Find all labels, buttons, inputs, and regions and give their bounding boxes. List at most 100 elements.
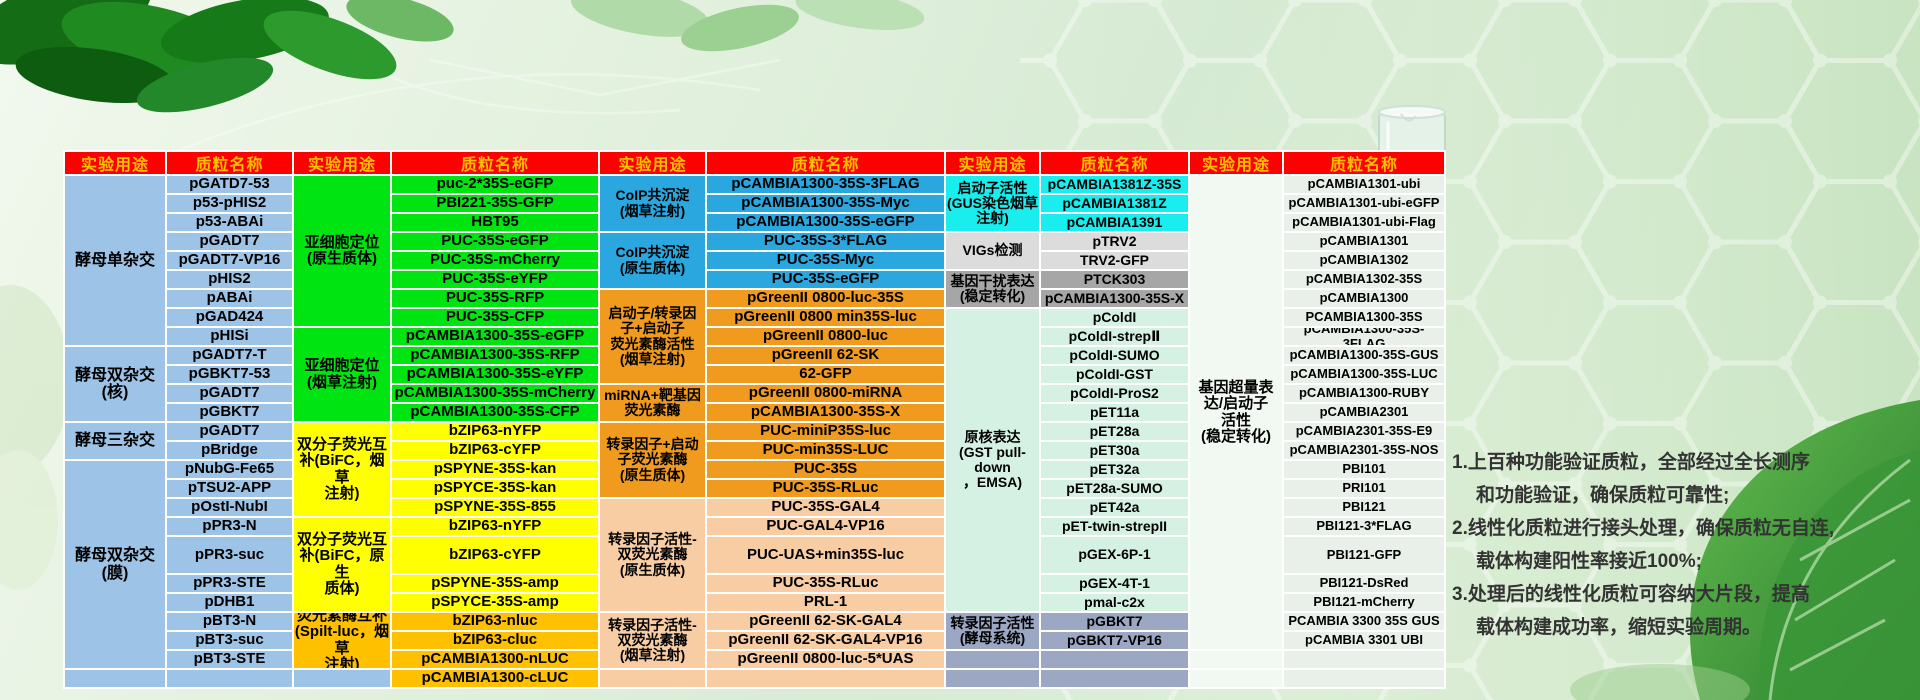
plasmid-5-empty-cell bbox=[1284, 670, 1444, 687]
plasmid-1-cell: pBridge bbox=[167, 442, 292, 459]
plasmid-3-cell: pGreenII 0800-luc-35S bbox=[707, 290, 944, 307]
header-usage-3: 实验用途 bbox=[600, 152, 705, 174]
plasmid-1-cell: pPR3-N bbox=[167, 518, 292, 535]
column-plasmid-4: 质粒名称 pCAMBIA1381Z-35S pCAMBIA1381Z pCAMBIA1… bbox=[1041, 152, 1188, 687]
header-usage-1: 实验用途 bbox=[65, 152, 165, 174]
plasmid-2-cell: bZIP63-nYFP bbox=[392, 423, 598, 440]
note-line: 载体构建成功率，缩短实验周期。 bbox=[1476, 617, 1762, 638]
plasmid-2-cell: bZIP63-cYFP bbox=[392, 537, 598, 573]
usage-3-cell: miRNA+靶基因 荧光素酶 bbox=[600, 385, 705, 421]
plasmid-5-cell: pCAMBIA1302-35S bbox=[1284, 271, 1444, 288]
plasmid-5-cell: PBI121-GFP bbox=[1284, 537, 1444, 573]
usage-5-empty-cell bbox=[1190, 670, 1282, 687]
plasmid-4-empty-cell bbox=[1041, 651, 1188, 668]
plasmid-1-cell: pDHB1 bbox=[167, 594, 292, 611]
plasmid-1-cell: pOstI-NubI bbox=[167, 499, 292, 516]
plasmid-5-cell: PBI121-mCherry bbox=[1284, 594, 1444, 611]
usage-3-cell: CoIP共沉淀 (原生质体) bbox=[600, 233, 705, 288]
header-usage-2: 实验用途 bbox=[294, 152, 390, 174]
usage-4-empty-cell bbox=[946, 670, 1039, 687]
usage-5-cell: 基因超量表 达/启动子 活性 (稳定转化) bbox=[1190, 176, 1282, 649]
leaf-decoration-bottom-right bbox=[1570, 400, 1920, 700]
plasmid-3-cell: pGreenII 62-SK bbox=[707, 347, 944, 364]
plasmid-1-cell: pGADT7-T bbox=[167, 347, 292, 364]
plasmid-2-cell: PUC-35S-eGFP bbox=[392, 233, 598, 250]
leaf-decoration-top-left bbox=[0, 0, 454, 113]
plasmid-2-cell: pCAMBIA1300-35S-RFP bbox=[392, 347, 598, 364]
plasmid-2-cell: pCAMBIA1300-35S-CFP bbox=[392, 404, 598, 421]
plasmid-4-cell: pColdI bbox=[1041, 309, 1188, 326]
plasmid-1-cell: pGADT7 bbox=[167, 385, 292, 402]
header-plasmid-4: 质粒名称 bbox=[1041, 152, 1188, 174]
plasmid-4-cell: TRV2-GFP bbox=[1041, 252, 1188, 269]
usage-2-cell: 亚细胞定位 (原生质体) bbox=[294, 176, 390, 326]
plasmid-2-cell: bZIP63-nluc bbox=[392, 613, 598, 630]
plasmid-4-cell: pET-twin-strepII bbox=[1041, 518, 1188, 535]
plasmid-4-cell: pColdI-strepⅡ bbox=[1041, 328, 1188, 345]
plasmid-5-cell: pCAMBIA2301-35S-NOS bbox=[1284, 442, 1444, 459]
plasmid-3-cell: 62-GFP bbox=[707, 366, 944, 383]
plasmid-4-cell: pGBKT7 bbox=[1041, 613, 1188, 630]
plasmid-1-cell: p53-pHIS2 bbox=[167, 195, 292, 212]
plasmid-3-cell: PUC-min35S-LUC bbox=[707, 442, 944, 459]
usage-2-cell: 双分子荧光互 补(BiFC，烟草 注射) bbox=[294, 423, 390, 516]
usage-1-empty-cell bbox=[65, 670, 165, 687]
plasmid-1-cell: pBT3-suc bbox=[167, 632, 292, 649]
plasmid-2-cell: PUC-35S-RFP bbox=[392, 290, 598, 307]
plasmid-4-cell: pET30a bbox=[1041, 442, 1188, 459]
column-usage-4: 实验用途 启动子活性 (GUS染色烟草 注射) VIGs检测 基因干扰表达 (稳定转化… bbox=[946, 152, 1039, 687]
plasmid-3-cell: PUC-GAL4-VP16 bbox=[707, 518, 944, 535]
plasmid-2-cell: HBT95 bbox=[392, 214, 598, 231]
plasmid-4-cell: pGBKT7-VP16 bbox=[1041, 632, 1188, 649]
plasmid-3-cell: PUC-miniP35S-luc bbox=[707, 423, 944, 440]
plasmid-4-cell: pCAMBIA1381Z-35S bbox=[1041, 176, 1188, 193]
plasmid-4-cell: pColdI-SUMO bbox=[1041, 347, 1188, 364]
column-usage-5: 实验用途 基因超量表 达/启动子 活性 (稳定转化) bbox=[1190, 152, 1282, 687]
usage-2-cell: 亚细胞定位 (烟草注射) bbox=[294, 328, 390, 421]
plasmid-3-cell: pGreenII 0800-luc bbox=[707, 328, 944, 345]
header-plasmid-1: 质粒名称 bbox=[167, 152, 292, 174]
plasmid-1-cell: pTSU2-APP bbox=[167, 480, 292, 497]
usage-5-empty-cell bbox=[1190, 651, 1282, 668]
plasmid-5-cell: pCAMBIA1301 bbox=[1284, 233, 1444, 250]
usage-4-cell: VIGs检测 bbox=[946, 233, 1039, 269]
plasmid-5-cell: pCAMBIA1300 bbox=[1284, 290, 1444, 307]
plasmid-2-cell: bZIP63-nYFP bbox=[392, 518, 598, 535]
plasmid-3-cell: PRL-1 bbox=[707, 594, 944, 611]
column-plasmid-2: 质粒名称 puc-2*35S-eGFP PBI221-35S-GFP HBT95 PUC… bbox=[392, 152, 598, 687]
plasmid-2-cell: pSPYNE-35S-amp bbox=[392, 575, 598, 592]
plasmid-2-cell: pCAMBIA1300-nLUC bbox=[392, 651, 598, 668]
header-plasmid-3: 质粒名称 bbox=[707, 152, 944, 174]
leaf-decoration-left bbox=[0, 285, 70, 590]
plasmid-1-empty-cell bbox=[167, 670, 292, 687]
plasmid-4-cell: pCAMBIA1300-35S-X bbox=[1041, 290, 1188, 307]
column-usage-1: 实验用途 酵母单杂交 酵母双杂交 (核) 酵母三杂交 酵母双杂交 (膜) bbox=[65, 152, 165, 687]
plasmid-2-cell: PUC-35S-CFP bbox=[392, 309, 598, 326]
note-line: 3.处理后的线性化质粒可容纳大片段，提高 bbox=[1452, 584, 1810, 605]
plasmid-1-cell: pGADT7 bbox=[167, 423, 292, 440]
plasmid-1-cell: pHISi bbox=[167, 328, 292, 345]
usage-1-cell: 酵母单杂交 bbox=[65, 176, 165, 345]
plasmid-5-cell: pCAMBIA2301 bbox=[1284, 404, 1444, 421]
plasmid-4-cell: pGEX-6P-1 bbox=[1041, 537, 1188, 573]
plasmid-5-cell: pCAMBIA 3301 UBI bbox=[1284, 632, 1444, 649]
plasmid-3-cell: pGreenII 62-SK-GAL4-VP16 bbox=[707, 632, 944, 649]
plasmid-4-empty-cell bbox=[1041, 670, 1188, 687]
plasmid-2-cell: pCAMBIA1300-35S-mCherry bbox=[392, 385, 598, 402]
column-usage-3: 实验用途 CoIP共沉淀 (烟草注射) CoIP共沉淀 (原生质体) 启动子/转录因 … bbox=[600, 152, 705, 687]
plasmid-4-cell: pET28a bbox=[1041, 423, 1188, 440]
plasmid-3-cell: pCAMBIA1300-35S-3FLAG bbox=[707, 176, 944, 193]
plasmid-1-cell: pBT3-STE bbox=[167, 651, 292, 668]
note-line: 载体构建阳性率接近100%; bbox=[1476, 551, 1702, 572]
usage-4-empty-cell bbox=[946, 651, 1039, 668]
usage-1-cell: 酵母三杂交 bbox=[65, 423, 165, 459]
plasmid-1-cell: pABAi bbox=[167, 290, 292, 307]
plasmid-5-cell: pCAMBIA1300-RUBY bbox=[1284, 385, 1444, 402]
plasmid-3-cell: PUC-35S bbox=[707, 461, 944, 478]
plasmid-2-cell: PUC-35S-mCherry bbox=[392, 252, 598, 269]
plasmid-4-cell: pCAMBIA1391 bbox=[1041, 214, 1188, 231]
usage-4-cell: 转录因子活性 (酵母系统) bbox=[946, 613, 1039, 649]
plasmid-1-cell: pGADT7 bbox=[167, 233, 292, 250]
plasmid-2-cell: pCAMBIA1300-cLUC bbox=[392, 670, 598, 687]
